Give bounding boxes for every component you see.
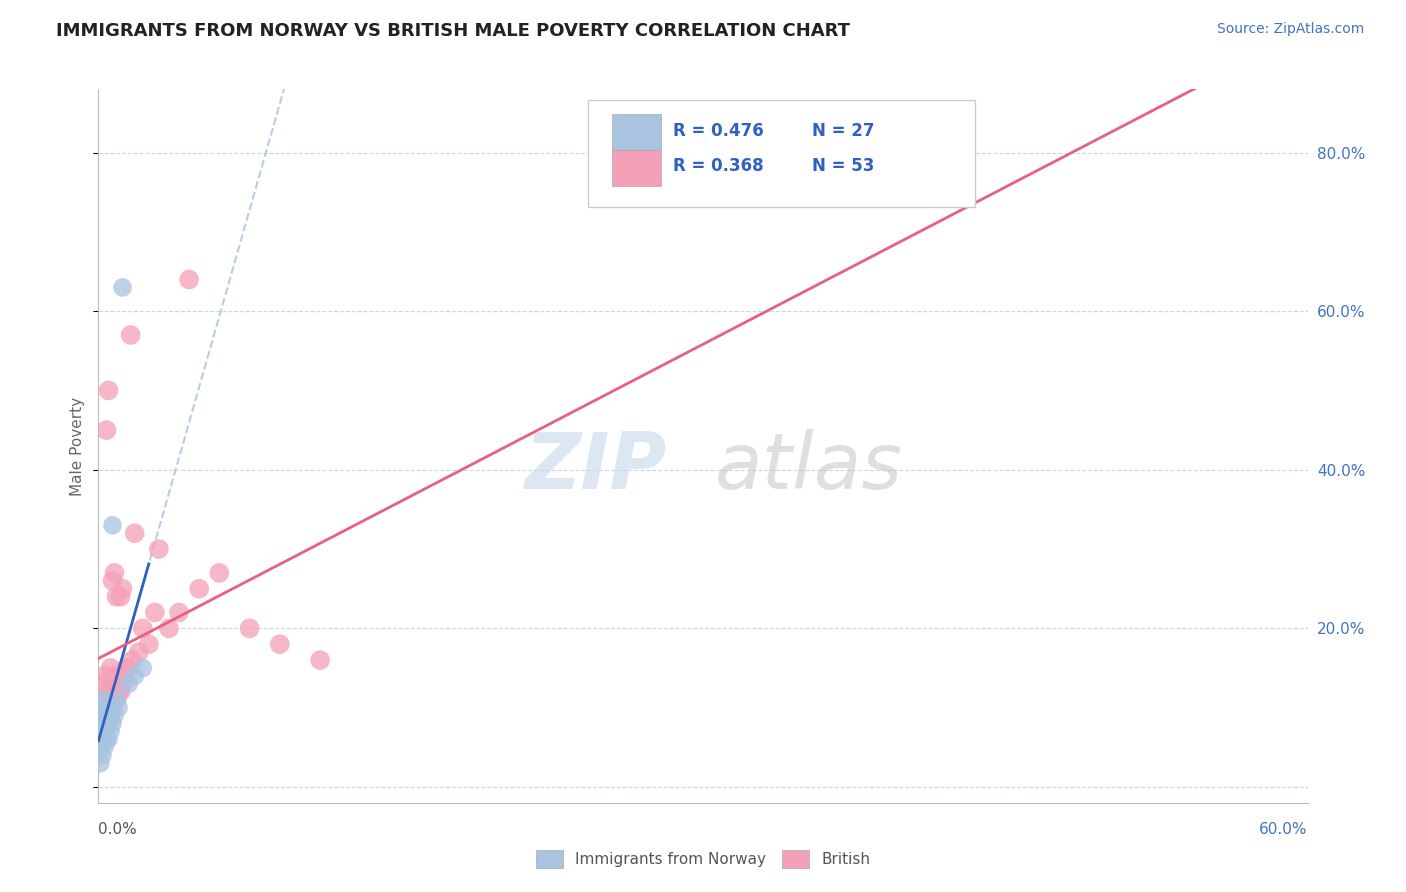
Point [101, 574, 124, 588]
Point [89, 716, 111, 731]
Point [96, 732, 118, 747]
Point [93, 669, 115, 683]
FancyBboxPatch shape [588, 100, 976, 207]
Point [91, 748, 114, 763]
Point [96, 423, 118, 437]
Point [93, 724, 115, 739]
Point [118, 677, 141, 691]
Point [97, 716, 120, 731]
Point [157, 621, 180, 635]
Text: Source: ZipAtlas.com: Source: ZipAtlas.com [1216, 22, 1364, 37]
Point [89, 732, 111, 747]
Point [97, 700, 120, 714]
Point [124, 669, 146, 683]
Text: IMMIGRANTS FROM NORWAY VS BRITISH MALE POVERTY CORRELATION CHART: IMMIGRANTS FROM NORWAY VS BRITISH MALE P… [56, 22, 851, 40]
Legend: Immigrants from Norway, British: Immigrants from Norway, British [530, 844, 876, 873]
Point [188, 582, 211, 596]
Text: ZIP: ZIP [524, 429, 666, 506]
Point [118, 661, 141, 675]
Point [138, 637, 160, 651]
Point [91, 716, 114, 731]
Point [107, 685, 129, 699]
Point [100, 661, 122, 675]
Point [132, 661, 155, 675]
Point [105, 692, 128, 706]
Point [128, 645, 150, 659]
Text: 60.0%: 60.0% [1260, 822, 1308, 837]
Point [91, 732, 114, 747]
Point [124, 526, 146, 541]
FancyBboxPatch shape [613, 114, 661, 150]
Point [115, 661, 138, 675]
Point [97, 732, 120, 747]
Point [103, 708, 125, 723]
Point [93, 724, 115, 739]
Point [93, 692, 115, 706]
Point [100, 708, 122, 723]
Point [91, 677, 114, 691]
Point [239, 621, 262, 635]
Point [96, 700, 118, 714]
Point [100, 724, 122, 739]
Point [91, 708, 114, 723]
Text: N = 53: N = 53 [811, 157, 875, 175]
Text: 0.0%: 0.0% [98, 822, 138, 837]
Point [107, 669, 129, 683]
Point [105, 590, 128, 604]
Point [91, 700, 114, 714]
Point [121, 653, 143, 667]
Point [114, 669, 136, 683]
Point [107, 700, 129, 714]
Point [101, 518, 124, 533]
Point [120, 328, 142, 343]
Point [269, 637, 291, 651]
Point [103, 692, 125, 706]
Text: R = 0.368: R = 0.368 [673, 157, 763, 175]
FancyBboxPatch shape [613, 150, 661, 186]
Point [96, 716, 118, 731]
Point [105, 692, 128, 706]
Point [103, 669, 125, 683]
Point [132, 621, 155, 635]
Point [93, 708, 115, 723]
Text: atlas: atlas [716, 429, 903, 506]
Point [93, 740, 115, 755]
Point [93, 692, 115, 706]
Point [93, 708, 115, 723]
Text: R = 0.476: R = 0.476 [673, 121, 763, 139]
Point [103, 566, 125, 580]
Point [89, 740, 111, 755]
Point [167, 606, 190, 620]
Y-axis label: Male Poverty: Male Poverty [70, 396, 86, 496]
Point [143, 606, 166, 620]
Point [208, 566, 231, 580]
Point [110, 590, 132, 604]
Point [91, 724, 114, 739]
Point [111, 677, 134, 691]
Point [100, 685, 122, 699]
Point [101, 677, 124, 691]
Point [148, 542, 170, 557]
Point [179, 272, 201, 286]
Point [111, 582, 134, 596]
Point [89, 700, 111, 714]
Point [89, 724, 111, 739]
Point [97, 685, 120, 699]
Point [96, 716, 118, 731]
Point [97, 384, 120, 398]
Point [100, 700, 122, 714]
Point [91, 692, 114, 706]
Point [101, 700, 124, 714]
Point [89, 756, 111, 771]
Point [110, 685, 132, 699]
Point [97, 708, 120, 723]
Point [309, 653, 332, 667]
Point [111, 280, 134, 294]
Text: N = 27: N = 27 [811, 121, 875, 139]
Point [101, 716, 124, 731]
